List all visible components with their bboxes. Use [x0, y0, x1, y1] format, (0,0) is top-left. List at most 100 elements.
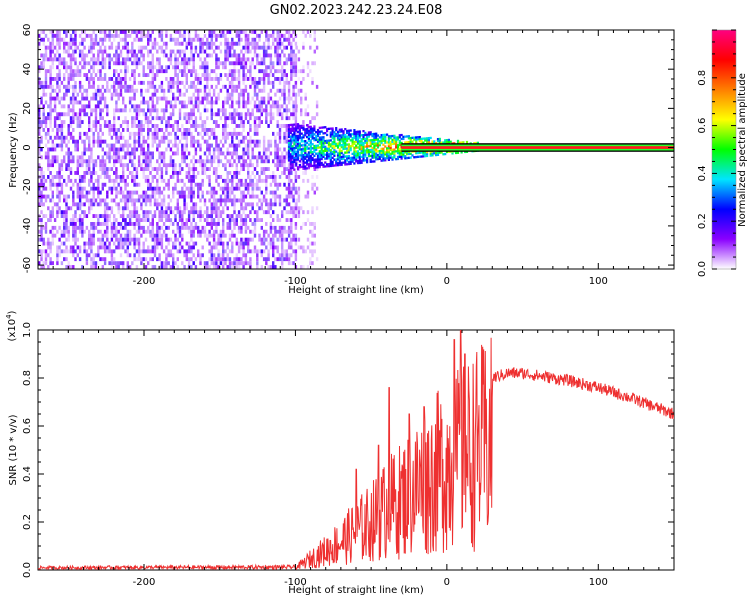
spectrogram-cell — [416, 138, 420, 141]
spectrogram-cell — [281, 171, 284, 175]
spectrogram-cell — [158, 175, 161, 179]
spectrogram-cell — [90, 257, 93, 262]
spectrogram-cell — [81, 233, 84, 238]
spectrogram-cell — [133, 253, 136, 258]
spectrogram-cell — [251, 171, 254, 175]
spectrogram-cell — [287, 30, 291, 34]
spectrogram-cell — [389, 148, 392, 152]
spectrogram-cell — [69, 37, 73, 42]
spectrogram-cell — [258, 80, 261, 85]
spectrogram-cell — [235, 57, 238, 62]
spectrogram-cell — [331, 146, 334, 150]
spectrogram-cell — [283, 131, 286, 136]
spectrogram-cell — [69, 186, 73, 191]
spectrogram-cell — [295, 104, 298, 109]
spectrogram-cell — [72, 249, 75, 254]
spectrogram-cell — [296, 166, 300, 169]
spectrogram-cell — [135, 61, 139, 66]
spectrogram-cell — [92, 53, 95, 58]
spectrogram-cell — [78, 88, 82, 93]
spectrogram-cell — [53, 104, 57, 109]
spectrogram-cell — [293, 152, 296, 156]
spectrogram-cell — [172, 210, 175, 215]
spectrogram-cell — [267, 112, 270, 117]
spectrogram-cell — [224, 194, 227, 199]
spectrogram-cell — [113, 128, 116, 132]
spectrogram-cell — [187, 249, 191, 254]
spectrogram-cell — [366, 147, 369, 150]
spectrogram-cell — [344, 133, 347, 137]
spectrogram-cell — [108, 167, 111, 171]
spectrogram-cell — [135, 33, 139, 38]
spectrogram-cell — [174, 30, 177, 34]
spectrogram-cell — [331, 150, 334, 154]
spectrogram-cell — [69, 45, 73, 50]
spectrogram-cell — [122, 77, 125, 81]
spectrogram-cell — [346, 149, 349, 152]
spectrogram-cell — [422, 155, 425, 158]
spectrogram-cell — [203, 61, 207, 66]
spectrogram-cell — [269, 139, 273, 144]
spectrogram-cell — [240, 241, 243, 246]
spectrogram-cell — [178, 108, 182, 113]
spectrogram-cell — [327, 157, 330, 160]
spectrogram-cell — [172, 104, 175, 109]
spectrogram-cell — [147, 194, 150, 199]
spectrogram-cell — [309, 159, 312, 162]
spectrogram-cell — [222, 100, 225, 105]
spectrogram-cell — [151, 218, 154, 222]
spectrogram-cell — [58, 116, 61, 121]
spectrogram-cell — [313, 167, 316, 171]
spectrogram-cell — [203, 198, 207, 203]
spectrogram-cell — [74, 88, 77, 93]
spectrogram-cell — [226, 88, 229, 93]
spectrogram-cell — [187, 61, 191, 66]
spectrogram-cell — [226, 241, 229, 246]
spectrogram-cell — [224, 155, 227, 160]
spectrogram-cell — [67, 77, 70, 81]
spectrogram-cell — [56, 124, 59, 128]
spectrogram-cell — [156, 167, 159, 171]
spectrogram-cell — [203, 41, 207, 46]
spectrogram-cell — [256, 128, 259, 132]
spectrogram-cell — [320, 163, 323, 166]
spectrogram-cell — [108, 245, 111, 250]
spectrogram-cell — [122, 135, 125, 140]
spectrogram-cell — [140, 163, 143, 168]
spectrogram-cell — [183, 73, 186, 77]
spectrogram-cell — [124, 88, 127, 93]
spectrogram-cell — [247, 77, 250, 81]
spectrogram-cell — [244, 33, 248, 38]
spectrogram-cell — [162, 92, 166, 97]
spectrogram-cell — [320, 155, 323, 159]
spectrogram-cell — [272, 100, 275, 105]
spectrogram-cell — [65, 143, 68, 148]
spectrogram-cell — [228, 225, 232, 230]
spectrogram-cell — [353, 134, 356, 138]
spectrogram-cell — [247, 120, 250, 124]
spectrogram-cell — [327, 141, 330, 144]
spectrogram-cell — [192, 84, 195, 89]
spectrogram-cell — [212, 155, 216, 160]
spectrogram-cell — [309, 164, 312, 168]
spectrogram-cell — [103, 37, 107, 42]
spectrogram-cell — [274, 175, 277, 179]
spectrogram-cell — [190, 69, 193, 74]
spectrogram-cell — [258, 218, 261, 222]
spectrogram-cell — [144, 100, 148, 105]
spectrogram-cell — [269, 53, 273, 58]
spectrogram-cell — [206, 214, 209, 218]
spectrogram-cell — [156, 135, 159, 140]
spectrogram-cell — [97, 178, 100, 183]
spectrogram-cell — [140, 257, 143, 262]
spectrogram-cell — [272, 225, 275, 230]
spectrogram-cell — [329, 133, 332, 136]
spectrogram-cell — [67, 237, 70, 242]
spectrogram-cell — [290, 171, 293, 175]
spectrogram-cell — [49, 80, 52, 85]
spectrogram-cell — [183, 128, 186, 132]
spectrogram-cell — [242, 80, 245, 85]
spectrogram-cell — [192, 214, 195, 218]
spectrogram-cell — [287, 167, 291, 171]
spectrogram-cell — [256, 108, 259, 113]
